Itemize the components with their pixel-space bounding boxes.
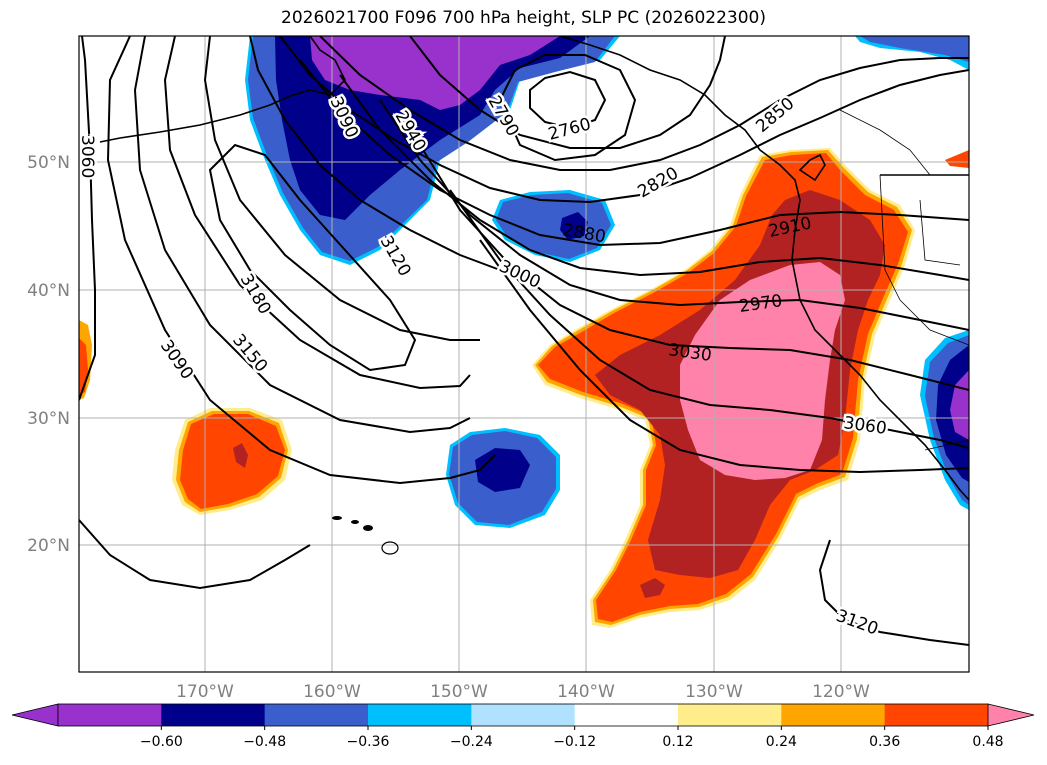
gridlines xyxy=(79,36,969,672)
colorbar-tick-label: −0.24 xyxy=(450,734,493,750)
lat-label: 40°N xyxy=(27,281,70,301)
colorbar-tick-label: −0.12 xyxy=(553,734,596,750)
colorbar-segment xyxy=(368,704,472,726)
positive-anomaly-northeast-pacific xyxy=(532,148,915,628)
longitude-labels: 170°W 160°W 150°W 140°W 130°W 120°W xyxy=(176,682,870,702)
borders xyxy=(839,109,969,451)
lat-label: 30°N xyxy=(27,409,70,429)
colorbar-segment xyxy=(678,704,782,726)
colorbar-tick-label: −0.36 xyxy=(347,734,390,750)
colorbar: −0.60 −0.48 −0.36 −0.24 −0.12 0.12 0.24 0.36 0.4… xyxy=(11,703,1035,750)
lon-label: 160°W xyxy=(303,682,361,702)
positive-anomaly-central-pacific xyxy=(172,408,292,515)
lat-label: 50°N xyxy=(27,153,70,173)
colorbar-segment xyxy=(264,704,369,726)
colorbar-segment xyxy=(781,704,886,726)
height-contours xyxy=(79,36,969,646)
colorbar-tick-label: 0.12 xyxy=(662,734,693,750)
map-frame xyxy=(78,35,970,673)
colorbar-extend-max xyxy=(987,703,1035,727)
latitude-labels: 50°N 40°N 30°N 20°N xyxy=(27,153,70,556)
colorbar-tick-label: 0.36 xyxy=(869,734,900,750)
lon-label: 140°W xyxy=(557,682,615,702)
colorbar-outline xyxy=(57,703,989,727)
colorbar-segment xyxy=(574,704,679,726)
colorbar-extend-min xyxy=(11,703,59,727)
lat-label: 20°N xyxy=(27,536,70,556)
negative-anomaly-northeast xyxy=(855,36,969,70)
negative-anomaly-north-pacific xyxy=(245,36,620,265)
lon-label: 120°W xyxy=(812,682,870,702)
lon-label: 170°W xyxy=(176,682,234,702)
contour-label: 3060 xyxy=(77,135,97,178)
negative-anomaly-southwest-us xyxy=(920,330,969,510)
colorbar-segment xyxy=(58,704,162,726)
colorbar-tick-label: −0.48 xyxy=(243,734,286,750)
colorbar-tick-label: 0.48 xyxy=(972,734,1003,750)
colorbar-segment xyxy=(884,704,989,726)
lon-label: 130°W xyxy=(685,682,743,702)
negative-anomaly-subtropics xyxy=(446,428,560,528)
colorbar-segment xyxy=(471,704,576,726)
colorbar-tick-label: −0.60 xyxy=(140,734,183,750)
hawaii-islands xyxy=(332,516,399,555)
colorbar-tick-label: 0.24 xyxy=(766,734,797,750)
colorbar-segment xyxy=(161,704,266,726)
positive-anomaly-east-edge xyxy=(945,150,969,168)
lon-label: 150°W xyxy=(430,682,488,702)
chart-title: 2026021700 F096 700 hPa height, SLP PC (… xyxy=(281,8,766,28)
